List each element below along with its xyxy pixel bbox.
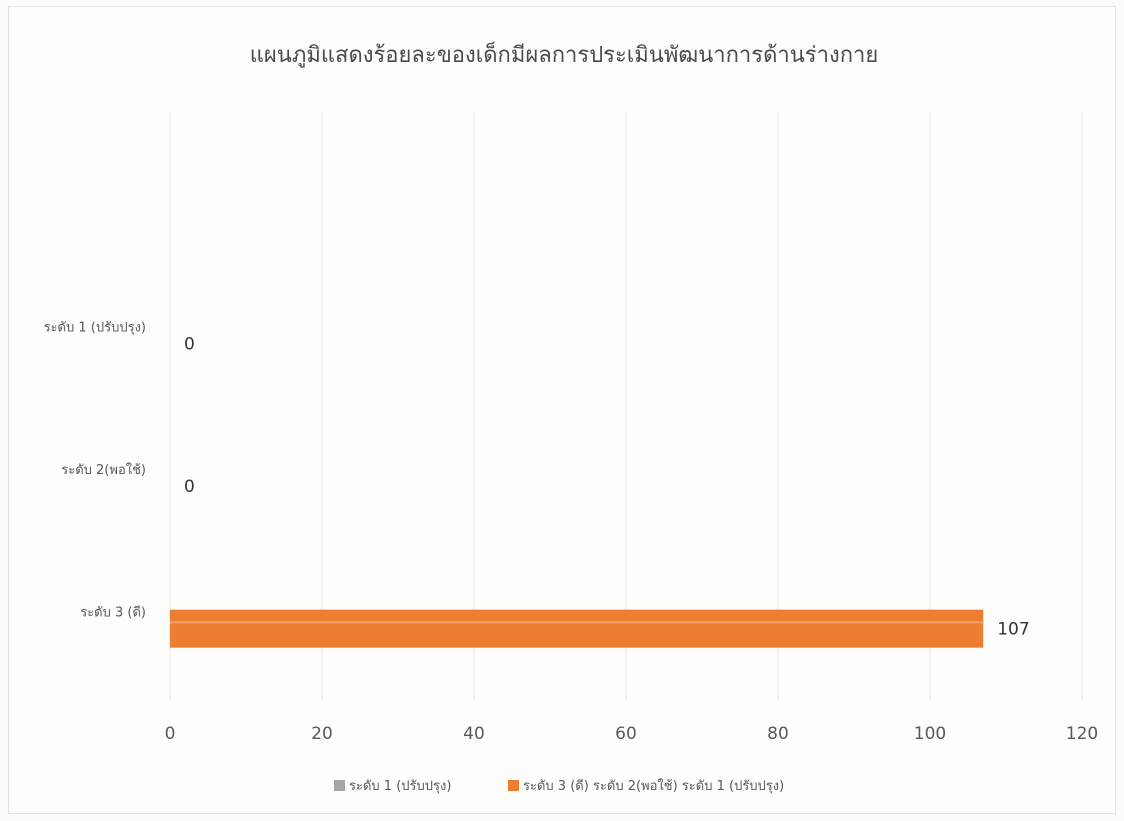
y-tick-label: ระดับ 1 (ปรับปรุง) [44, 320, 146, 335]
x-tick-label: 100 [914, 724, 946, 744]
bar [170, 609, 984, 648]
data-label: 0 [184, 334, 195, 354]
legend-label: ระดับ 1 (ปรับปรุง) [349, 779, 451, 794]
legend-swatch [334, 780, 345, 791]
gridlines [169, 112, 1083, 700]
legend-label: ระดับ 3 (ดี) ระดับ 2(พอใช้) ระดับ 1 (ปรั… [523, 778, 784, 794]
chart-title: แผนภูมิแสดงร้อยละของเด็กมีผลการประเมินพั… [250, 40, 879, 68]
chart-area [8, 6, 1116, 814]
x-tick-label: 20 [311, 724, 333, 744]
legend-swatch [508, 780, 519, 791]
x-tick-label: 120 [1066, 724, 1098, 744]
data-labels: 0 0 107 [184, 334, 1030, 639]
x-tick-label: 60 [615, 724, 637, 744]
data-label: 0 [184, 477, 195, 497]
y-tick-label: ระดับ 3 (ดี) [80, 605, 146, 621]
y-tick-label: ระดับ 2(พอใช้) [61, 462, 146, 478]
bars [170, 609, 984, 648]
x-tick-label: 80 [767, 724, 789, 744]
x-tick-label: 40 [463, 724, 485, 744]
data-label: 107 [997, 620, 1029, 640]
x-tick-label: 0 [165, 724, 176, 744]
x-axis-labels: 0 20 40 60 80 100 120 [165, 724, 1099, 744]
legend: ระดับ 1 (ปรับปรุง) ระดับ 3 (ดี) ระดับ 2(พ… [334, 778, 784, 794]
y-axis-labels: ระดับ 1 (ปรับปรุง) ระดับ 2(พอใช้) ระดับ 3 … [44, 320, 146, 620]
